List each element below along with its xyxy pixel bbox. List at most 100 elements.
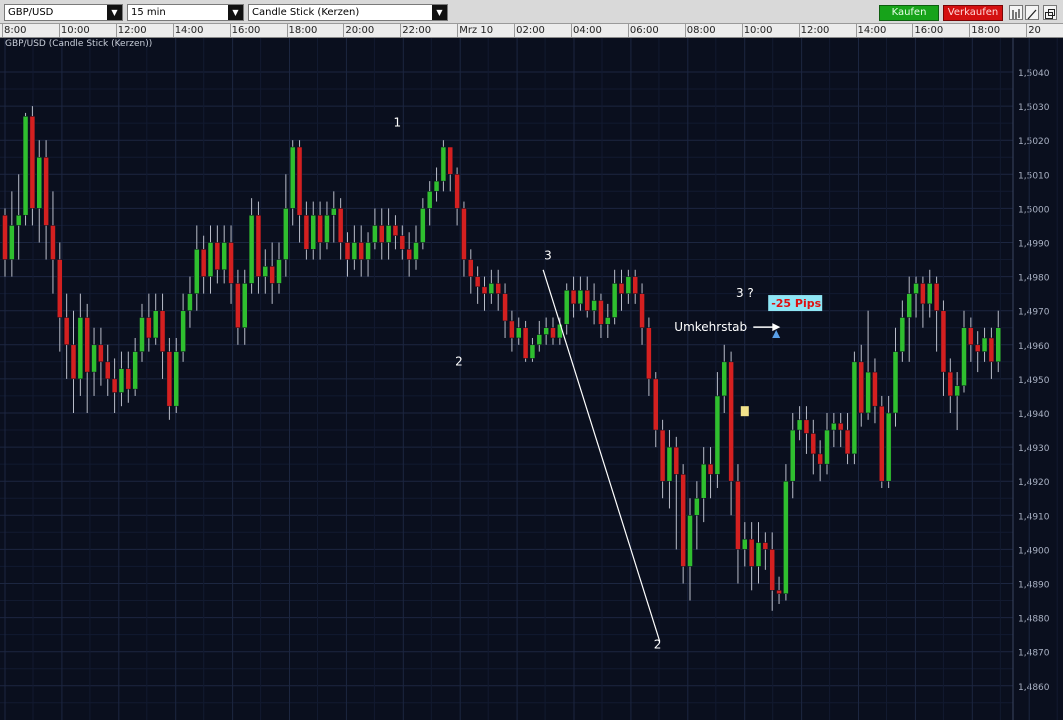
bar-chart-tool-icon[interactable]: [1009, 5, 1023, 20]
candle-up: [118, 368, 125, 393]
candle-down: [646, 327, 652, 380]
chart-annotation-label: 2: [654, 637, 662, 651]
candle-down: [803, 419, 810, 434]
candle-up: [536, 334, 543, 346]
candle-down: [653, 378, 659, 431]
candle-down: [159, 310, 166, 352]
buy-button[interactable]: Kaufen: [879, 5, 939, 21]
candle-down: [296, 146, 303, 216]
candlestick-chart[interactable]: 1,5040 1,5030 1,5020 1,5010 1,5000 1,4990 1,49…: [0, 38, 1063, 720]
time-tick-separator: [286, 24, 288, 37]
chart-annotation-label: 1: [393, 116, 401, 130]
symbol-select[interactable]: GBP/USD ▼: [4, 4, 123, 21]
trendline-tool-icon[interactable]: [1025, 5, 1039, 20]
pips-label: -25 Pips: [771, 297, 821, 310]
candle-down: [468, 259, 474, 277]
chart-annotation-label: Umkehrstab: [674, 320, 747, 334]
candle-down: [481, 286, 488, 294]
candle-down: [988, 337, 995, 363]
candle-up: [15, 214, 22, 226]
candle-up: [173, 351, 179, 407]
candle-down: [57, 259, 63, 318]
candle-up: [331, 208, 337, 216]
time-tick-separator: [457, 24, 459, 37]
x-tick-label: 10:00: [743, 25, 773, 36]
y-tick-label: 1,5040: [1018, 69, 1050, 79]
candle-down: [974, 344, 981, 352]
candle-up: [824, 429, 830, 465]
candle-down: [598, 300, 604, 325]
candle-down: [317, 214, 323, 243]
candle-down: [844, 429, 851, 455]
candle-up: [516, 327, 522, 339]
candle-down: [748, 538, 755, 567]
candle-down: [659, 429, 666, 482]
time-tick-separator: [343, 24, 345, 37]
candle-down: [125, 368, 132, 390]
candle-up: [954, 385, 960, 397]
candle-down: [2, 214, 8, 260]
candle-down: [111, 378, 118, 393]
y-tick-label: 1,4900: [1018, 546, 1050, 556]
x-tick-label: 16:00: [231, 25, 261, 36]
candle-down: [920, 283, 926, 305]
candle-up: [563, 289, 570, 325]
candle-up: [351, 242, 358, 260]
candle-down: [454, 174, 460, 209]
candle-down: [673, 446, 680, 475]
candle-down: [810, 433, 817, 455]
candle-up: [283, 208, 289, 260]
chevron-down-icon[interactable]: ▼: [228, 5, 243, 20]
candle-up: [721, 361, 727, 397]
candle-down: [200, 249, 207, 277]
candle-down: [98, 344, 104, 363]
x-tick-label: 20:00: [345, 25, 375, 36]
candle-down: [214, 242, 221, 271]
candle-up: [605, 317, 611, 325]
candle-up: [152, 310, 159, 339]
candle-up: [372, 225, 378, 243]
sell-button[interactable]: Verkaufen: [943, 5, 1003, 21]
candle-down: [735, 480, 741, 550]
time-tick-separator: [58, 24, 60, 37]
candle-up: [865, 371, 871, 414]
candle-up: [742, 538, 748, 550]
candle-up: [625, 276, 632, 294]
candle-up: [139, 317, 145, 352]
candle-down: [228, 242, 234, 284]
interval-select[interactable]: 15 min ▼: [127, 4, 244, 21]
candle-down: [762, 542, 769, 550]
candle-down: [358, 242, 364, 260]
candle-up: [927, 283, 933, 305]
candle-down: [105, 361, 111, 380]
candle-up: [276, 259, 282, 284]
candle-up: [831, 422, 837, 431]
y-tick-label: 1,4940: [1018, 410, 1050, 420]
candle-up: [413, 242, 419, 260]
time-tick-separator: [627, 24, 629, 37]
candle-up: [557, 324, 563, 339]
y-tick-label: 1,5030: [1018, 103, 1050, 113]
candle-down: [70, 344, 77, 380]
x-tick-label: 8:00: [4, 25, 27, 36]
candle-up: [885, 412, 892, 482]
candle-up: [488, 283, 495, 294]
chart-style-select[interactable]: Candle Stick (Kerzen) ▼: [248, 4, 448, 21]
time-tick-separator: [2, 24, 3, 37]
candle-up: [899, 317, 906, 352]
window-restore-icon[interactable]: [1043, 5, 1057, 20]
candle-up: [385, 225, 392, 243]
chevron-down-icon[interactable]: ▼: [432, 5, 447, 20]
candle-down: [447, 146, 453, 175]
candle-up: [36, 157, 42, 209]
time-tick-separator: [229, 24, 231, 37]
candle-up: [365, 242, 371, 260]
trendline: [542, 269, 661, 642]
chevron-down-icon[interactable]: ▼: [107, 5, 122, 20]
x-tick-label: 02:00: [516, 25, 545, 36]
candle-down: [63, 317, 70, 346]
y-tick-label: 1,4990: [1018, 240, 1050, 250]
candle-down: [584, 289, 590, 311]
candle-up: [611, 283, 618, 318]
candle-down: [50, 225, 56, 260]
